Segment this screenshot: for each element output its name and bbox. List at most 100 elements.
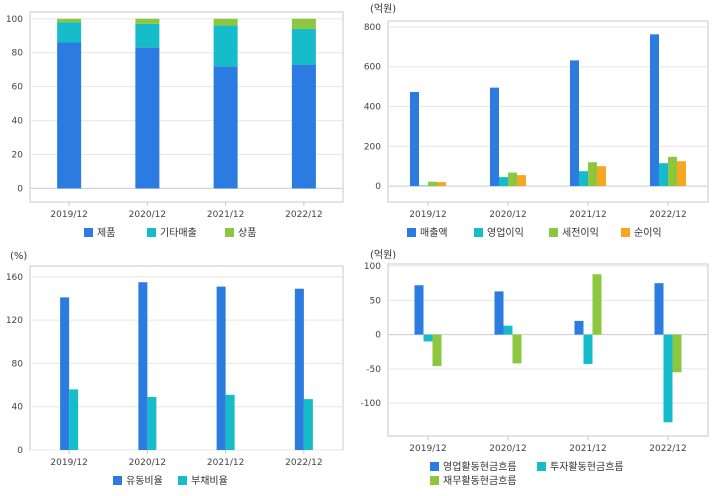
- bar-매출액: [570, 60, 579, 187]
- legend-swatch: [430, 462, 439, 471]
- bar-재무활동현금흐름: [432, 334, 442, 367]
- legend-label: 기타매출: [160, 227, 197, 239]
- y-tick-label: 200: [364, 142, 381, 152]
- x-tick-label: 2020/12: [489, 210, 526, 220]
- y-tick-label: 40: [12, 117, 24, 127]
- bar-매출액: [490, 87, 499, 187]
- y-tick-label: 0: [17, 446, 23, 456]
- unit-label: (억원): [370, 3, 396, 15]
- bar-영업활동현금흐름: [494, 291, 504, 335]
- bar-투자활동현금흐름: [503, 325, 513, 335]
- bar-유동비율: [60, 297, 70, 450]
- legend-item: 제품: [84, 227, 115, 239]
- bar-영업활동현금흐름: [654, 283, 664, 335]
- legend-item: 순이익: [621, 227, 662, 239]
- bar-기타매출: [57, 22, 82, 43]
- legend-swatch: [537, 462, 546, 471]
- legend-item: 유동비율: [113, 475, 163, 487]
- bar-투자활동현금흐름: [663, 334, 673, 423]
- bar-순이익: [517, 175, 526, 187]
- y-tick-label: 600: [364, 63, 381, 73]
- x-tick-label: 2021/12: [207, 458, 244, 468]
- legend-label: 유동비율: [126, 475, 163, 487]
- y-tick-label: 800: [364, 23, 381, 33]
- legend-label: 영업활동현금흐름: [443, 460, 517, 473]
- bar-영업이익: [579, 171, 588, 187]
- bar-영업이익: [659, 163, 668, 187]
- bar-제품: [213, 66, 238, 189]
- legend-item: 기타매출: [147, 227, 197, 239]
- y-tick-label: -50: [366, 365, 381, 375]
- x-tick-label: 2022/12: [649, 210, 686, 220]
- bar-재무활동현금흐름: [512, 334, 522, 364]
- x-tick-label: 2020/12: [489, 444, 526, 454]
- bar-유동비율: [138, 282, 148, 450]
- bar-제품: [57, 42, 82, 189]
- bar-부채비율: [69, 389, 79, 450]
- y-tick-label: 40: [12, 403, 24, 413]
- x-tick-label: 2021/12: [207, 210, 244, 220]
- bar-기타매출: [213, 25, 238, 67]
- x-tick-label: 2022/12: [285, 458, 322, 468]
- x-tick-label: 2019/12: [50, 210, 87, 220]
- y-tick-label: 80: [12, 49, 24, 59]
- bar-세전이익: [428, 181, 437, 187]
- legend-label: 매출액: [420, 227, 448, 239]
- x-tick-label: 2020/12: [129, 210, 166, 220]
- legend-swatch: [474, 228, 483, 237]
- bar-상품: [213, 18, 238, 26]
- legend-item: 재무활동현금흐름: [430, 474, 517, 487]
- legend-label: 상품: [238, 227, 256, 239]
- legend-swatch: [407, 228, 416, 237]
- legend-label: 제품: [97, 227, 115, 239]
- bar-부채비율: [147, 396, 157, 450]
- legend-swatch: [430, 476, 439, 485]
- bar-매출액: [410, 92, 419, 187]
- bar-유동비율: [294, 288, 304, 450]
- bar-세전이익: [508, 172, 517, 187]
- y-tick-label: 20: [12, 151, 24, 161]
- bar-순이익: [597, 166, 606, 187]
- plot-area: [29, 265, 344, 451]
- legend-item: 영업활동현금흐름: [430, 460, 517, 473]
- chart-4: -100 -50 0 50 100 2019/12 2020/12 2021/12 2022/1…: [361, 249, 709, 487]
- legend-swatch: [147, 228, 156, 237]
- legend-swatch: [225, 228, 234, 237]
- bar-기타매출: [135, 23, 160, 48]
- legend-label: 부채비율: [191, 475, 228, 487]
- bar-제품: [135, 47, 160, 189]
- y-tick-label: 0: [375, 182, 381, 192]
- y-tick-label: 400: [364, 103, 381, 113]
- x-tick-label: 2019/12: [50, 458, 87, 468]
- y-tick-label: 100: [364, 262, 381, 272]
- x-tick-label: 2021/12: [569, 210, 606, 220]
- unit-label: (%): [10, 251, 27, 262]
- legend-swatch: [178, 476, 187, 485]
- legend-item: 투자활동현금흐름: [537, 460, 624, 473]
- bar-기타매출: [291, 28, 316, 65]
- legend-item: 매출액: [407, 227, 448, 239]
- bar-투자활동현금흐름: [583, 334, 593, 365]
- legend-label: 순이익: [634, 227, 662, 239]
- x-tick-label: 2019/12: [409, 210, 446, 220]
- bar-영업이익: [499, 177, 508, 187]
- y-tick-label: 80: [12, 359, 24, 369]
- plot-area: [29, 11, 344, 203]
- legend-item: 세전이익: [549, 227, 599, 239]
- bar-재무활동현금흐름: [592, 274, 602, 335]
- x-tick-label: 2019/12: [409, 444, 446, 454]
- bar-부채비율: [303, 399, 313, 450]
- bar-세전이익: [668, 156, 677, 187]
- bar-상품: [57, 18, 82, 23]
- bar-상품: [291, 18, 316, 29]
- chart-1: 0 20 40 60 80 100 2019/12 2020/12 2021/12 2022/12…: [6, 11, 344, 239]
- legend-swatch: [621, 228, 630, 237]
- legend-swatch: [113, 476, 122, 485]
- bar-영업활동현금흐름: [574, 320, 584, 335]
- x-tick-label: 2022/12: [285, 210, 322, 220]
- chart-3: 0 40 80 120 160 2019/12 2020/12 2021/12 2022/12 (…: [6, 251, 344, 487]
- bar-매출액: [650, 34, 659, 187]
- unit-label: (억원): [370, 249, 396, 261]
- bar-순이익: [677, 161, 686, 187]
